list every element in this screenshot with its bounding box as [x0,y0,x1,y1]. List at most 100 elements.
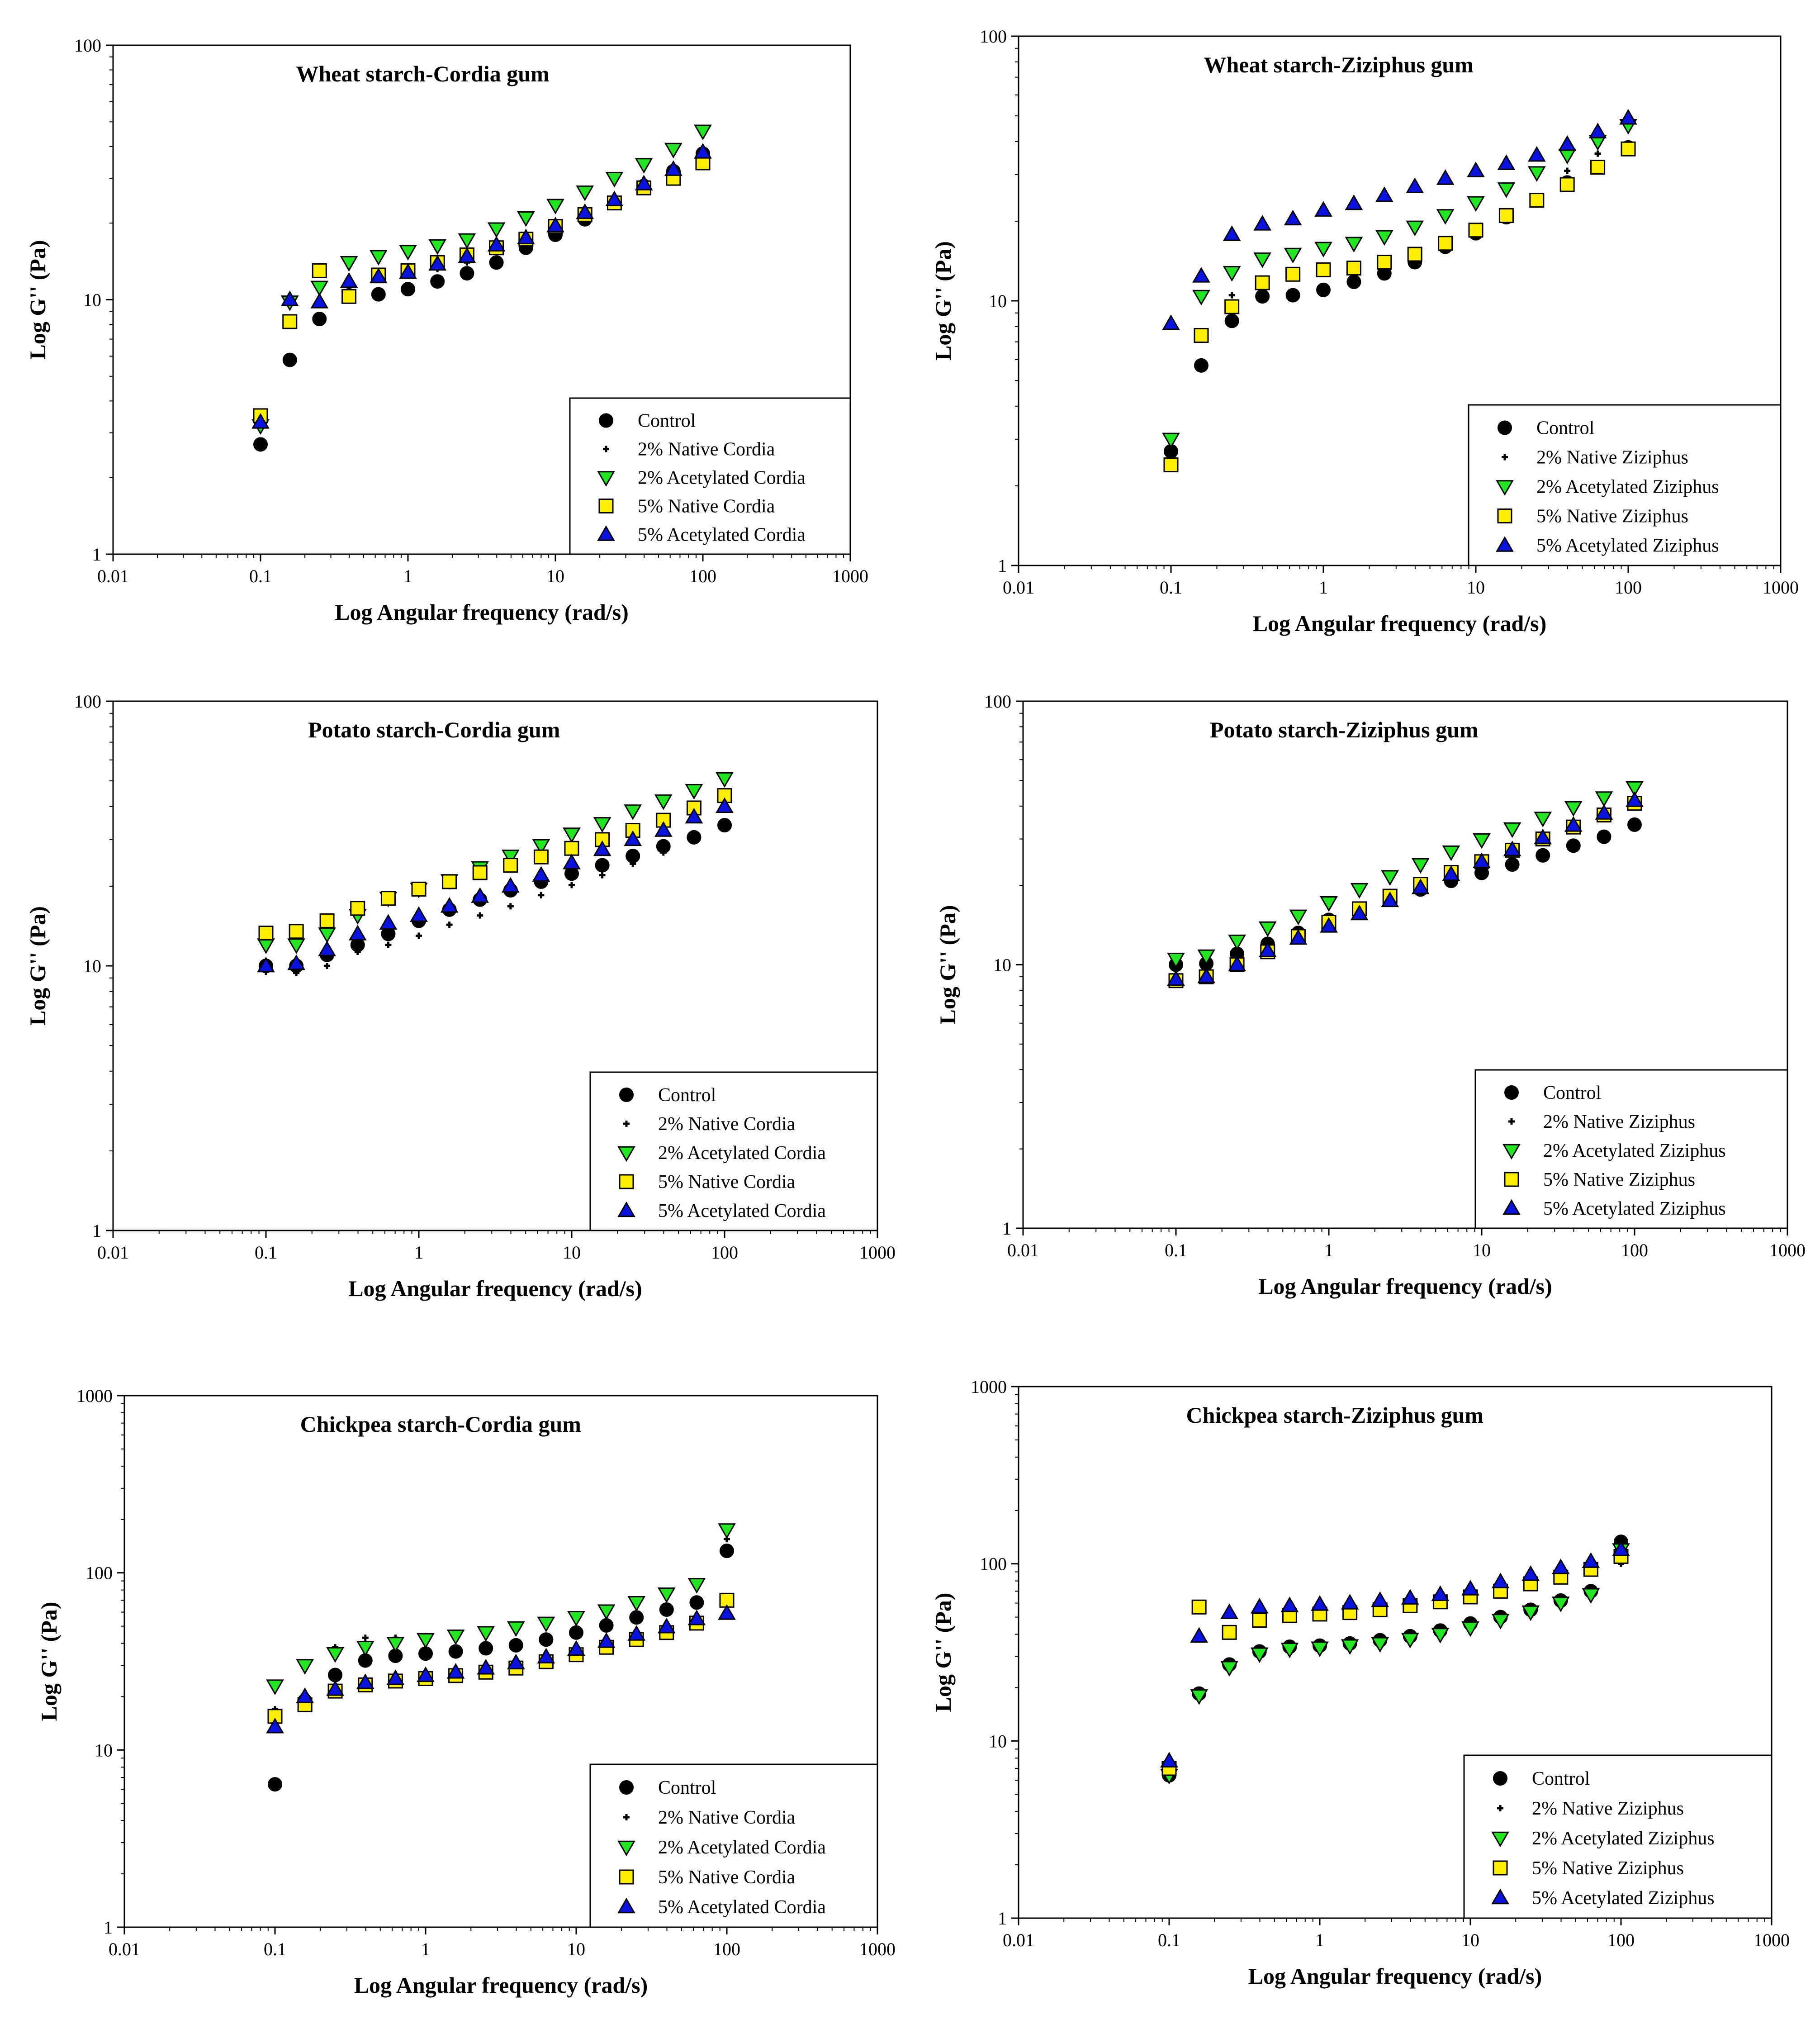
y-tick-label: 10 [989,291,1007,311]
data-point-Acetylated2 [657,1587,676,1603]
data-point-Acetylated2 [287,938,305,954]
data-point-Acetylated5 [1619,109,1637,125]
data-point-Native5 [1438,236,1453,251]
data-point-Acetylated5 [501,877,520,893]
data-point-Native5 [1407,247,1422,262]
data-point-Acetylated2 [487,222,506,238]
y-tick-label: 1 [92,544,101,565]
data-point-Control [1255,289,1270,304]
legend-label: 2% Native Cordia [638,439,775,460]
legend: Control 2% Native Cordia 2% Acetylated Cor… [569,397,851,555]
legend-marker-Native2 [1497,1805,1503,1811]
legend-marker-Native2 [1508,1118,1515,1125]
x-axis: 0.01 0.1 1 10 100 1000 [1003,1918,1790,1950]
legend: Control 2% Native Cordia 2% Acetylated Cor… [589,1763,878,1928]
data-points [1160,1535,1630,1785]
data-point-Acetylated5 [1497,154,1516,170]
x-axis-label: Log Angular frequency (rad/s) [1253,611,1547,636]
data-points [1167,781,1644,988]
legend-box [589,1071,878,1231]
legend-label: 5% Acetylated Ziziphus [1532,1888,1715,1909]
chart-title: Chickpea starch-Ziziphus gum [1186,1402,1484,1428]
data-point-Acetylated5 [597,1632,616,1648]
legend-marker-Acetylated5 [617,1897,635,1914]
x-tick-label: 1000 [1769,1240,1806,1260]
x-tick-label: 1000 [1763,577,1799,598]
data-point-Acetylated5 [1228,955,1246,971]
y-tick-label: 1000 [76,1386,113,1406]
x-tick-label: 100 [1615,577,1642,598]
data-point-Native2 [1564,167,1571,174]
data-point-Native2 [1228,292,1235,299]
x-tick-label: 10 [1473,1240,1491,1260]
y-tick-label: 1 [998,1908,1007,1929]
legend-label: 5% Acetylated Cordia [658,1897,826,1918]
data-points [257,772,734,976]
x-axis: 0.01 0.1 1 10 100 1000 [1007,1228,1806,1260]
data-point-Acetylated2 [605,171,624,188]
data-point-Acetylated2 [1228,934,1246,950]
data-point-Control [1224,314,1239,328]
data-point-Acetylated5 [1381,891,1399,907]
data-point-Acetylated5 [1551,1558,1570,1574]
data-point-Acetylated5 [1345,194,1363,210]
data-point-Control [508,1638,523,1653]
data-point-Acetylated5 [1491,1573,1510,1589]
y-axis: 1 10 100 1000 [971,1377,1019,1929]
data-point-Control [418,1646,433,1661]
data-point-Native5 [564,841,579,856]
data-point-Acetylated2 [563,827,581,843]
data-point-Acetylated5 [1411,879,1430,894]
data-point-Control [479,1641,493,1656]
data-point-Native5 [312,263,327,278]
data-point-Acetylated2 [1258,921,1277,937]
data-point-Native2 [477,912,483,919]
data-point-Acetylated2 [718,1523,736,1539]
legend-marker-Control [619,1780,634,1795]
data-point-Acetylated2 [716,772,734,788]
data-point-Acetylated2 [310,280,329,297]
legend-marker-Native5 [619,1174,634,1189]
legend-marker-Acetylated2 [1496,480,1514,496]
x-tick-label: 100 [711,1242,738,1263]
x-axis: 0.01 0.1 1 10 100 1000 [97,1231,896,1263]
series-Acetylated5 [1162,109,1637,330]
chart-title: Wheat starch-Cordia gum [296,61,550,86]
legend-marker-Native5 [1497,508,1512,523]
data-point-Acetylated5 [1588,123,1607,138]
data-point-Acetylated5 [1442,865,1460,881]
y-axis-label: Log G'' (Pa) [930,1593,956,1712]
data-point-Native5 [503,858,518,873]
legend-label: 2% Native Cordia [658,1114,796,1135]
legend-marker-Acetylated5 [1502,1199,1521,1215]
data-point-Acetylated5 [1595,804,1613,820]
data-point-Acetylated5 [1341,1594,1359,1610]
y-tick-label: 100 [984,691,1011,712]
data-point-Control [1194,358,1209,373]
data-point-Acetylated5 [567,1640,585,1656]
data-point-Native2 [362,1634,369,1641]
data-point-Acetylated5 [410,906,428,922]
x-tick-label: 100 [1607,1930,1635,1950]
legend-label: 2% Native Ziziphus [1532,1798,1684,1819]
x-tick-label: 0.1 [249,566,272,586]
data-points [1162,109,1637,473]
legend-marker-Acetylated2 [1502,1144,1521,1160]
y-tick-label: 100 [74,691,101,712]
y-axis: 1 10 100 [74,691,113,1241]
data-point-Acetylated5 [1461,1580,1479,1596]
data-point-Acetylated2 [266,1679,284,1695]
data-point-Acetylated5 [563,854,581,869]
series-Native2 [257,155,706,426]
data-point-Native5 [341,289,357,304]
y-axis: 1 10 100 [984,691,1023,1239]
data-point-Acetylated5 [1190,1627,1208,1643]
legend-label: 2% Acetylated Cordia [638,468,806,489]
series-Acetylated5 [1160,1540,1630,1768]
data-point-Acetylated5 [1320,917,1338,933]
data-point-Acetylated2 [1406,220,1424,237]
data-point-Acetylated2 [532,839,550,855]
data-point-Acetylated2 [257,938,275,954]
legend-label: Control [1543,1083,1601,1103]
